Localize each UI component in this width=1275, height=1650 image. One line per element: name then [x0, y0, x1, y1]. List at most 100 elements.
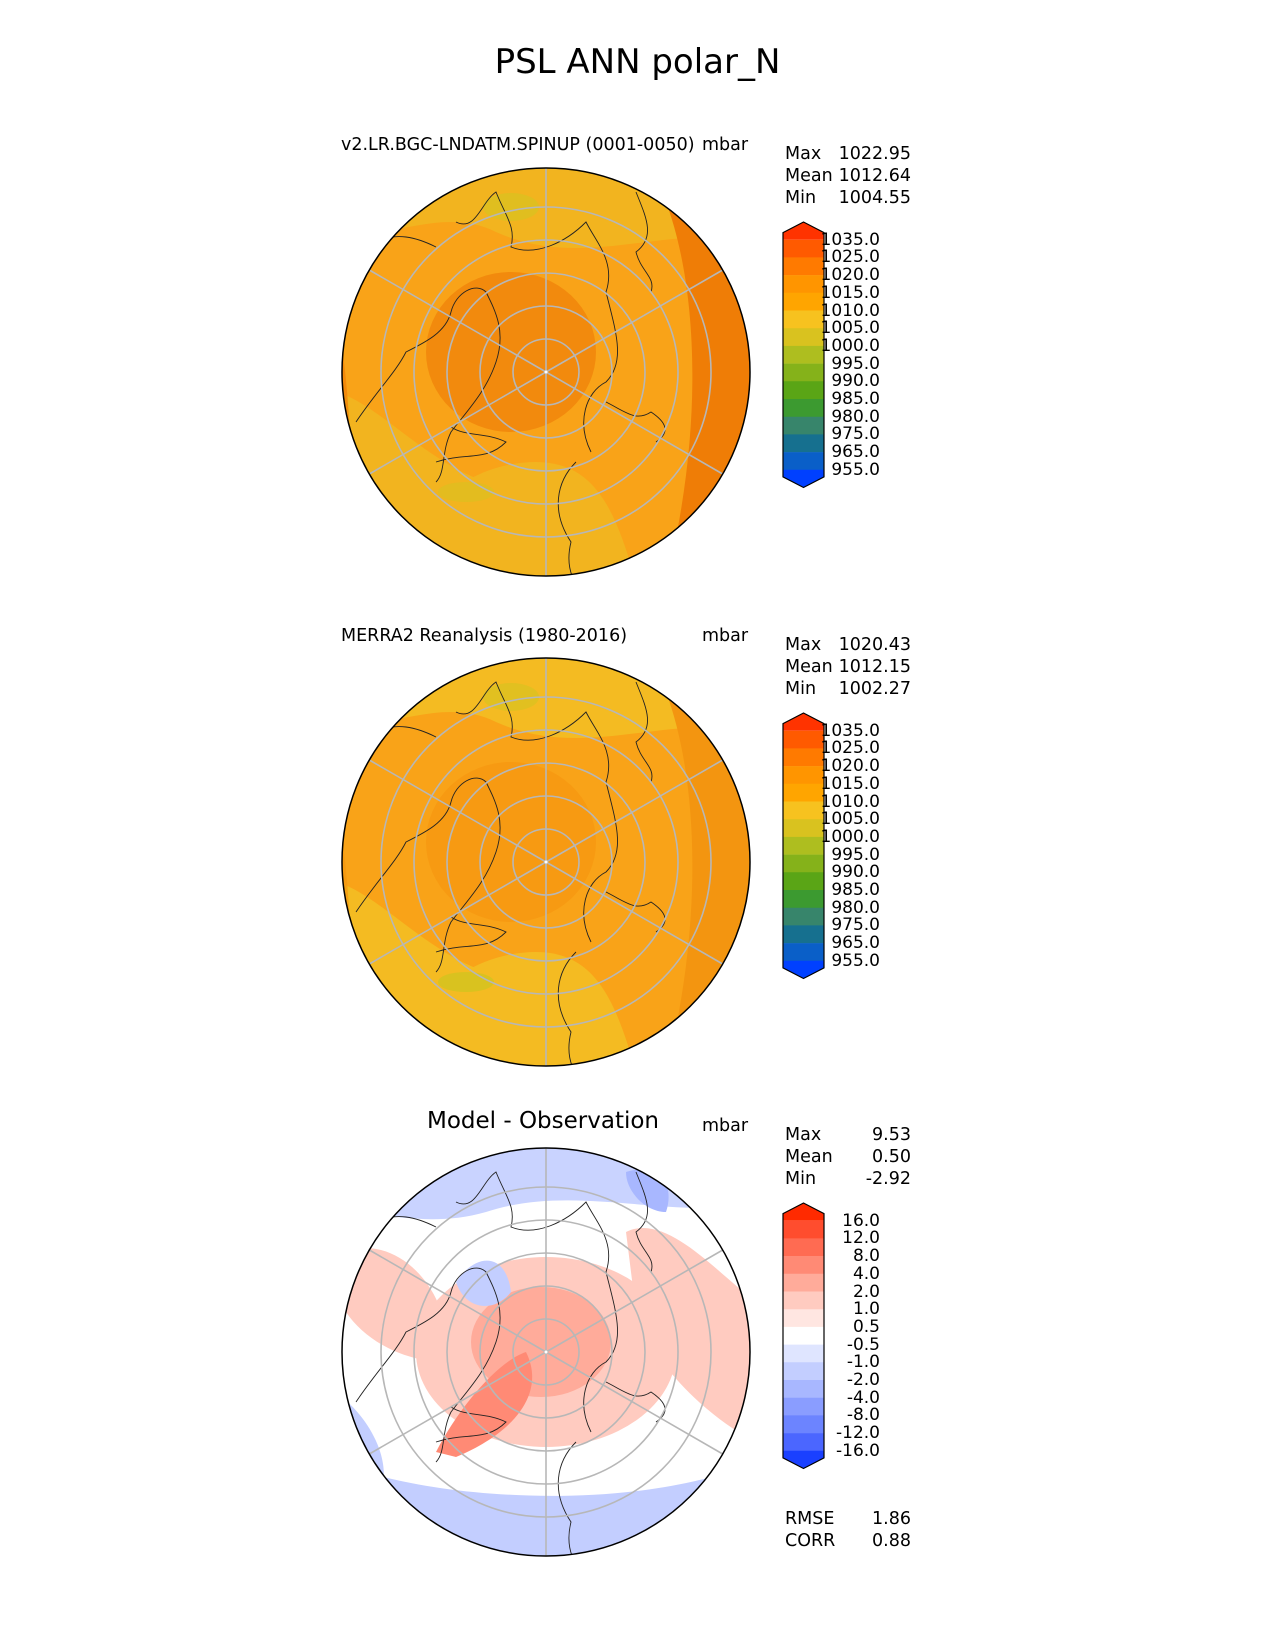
colorbar-tick-label: 980.0 — [831, 897, 880, 918]
colorbar-tick-label: 0.5 — [852, 1316, 880, 1337]
colorbar-segment — [783, 452, 824, 471]
stats-block: Max 1022.95 Mean 1012.64 Min 1004.55 — [785, 143, 911, 209]
colorbar-tick-label: 990.0 — [831, 371, 880, 392]
polar-map — [341, 657, 751, 1067]
meridian-line — [545, 269, 724, 373]
meridian-line — [545, 1249, 724, 1353]
coastline — [355, 681, 666, 1066]
colorbar-tick-label: 1010.0 — [820, 300, 880, 321]
colorbar-tick-label: 1010.0 — [820, 791, 880, 812]
colorbar — [782, 712, 825, 980]
stat-value: -2.92 — [865, 1169, 911, 1189]
colorbar-segment — [783, 1203, 824, 1221]
meridian-line — [368, 759, 547, 863]
colorbar-segment — [783, 381, 824, 400]
stat-label: Mean — [785, 1147, 833, 1167]
colorbar-segment — [783, 328, 824, 347]
meridian-line — [545, 371, 724, 475]
map-field — [436, 1352, 533, 1457]
colorbar-segment — [783, 766, 824, 785]
coastline-path — [605, 401, 666, 443]
stat-value: 1002.27 — [838, 679, 911, 699]
graticule — [368, 168, 724, 576]
polar-map — [341, 167, 751, 577]
colorbar-segment — [783, 345, 824, 364]
stat-value: 1012.15 — [838, 657, 911, 677]
colorbar-segment — [783, 1256, 824, 1275]
colorbar-segment — [783, 469, 824, 488]
colorbar-segment — [783, 907, 824, 926]
colorbar-segment — [783, 1450, 824, 1469]
colorbar-tick-label: 1035.0 — [820, 720, 880, 741]
colorbar-segment — [783, 1415, 824, 1434]
colorbar-segment — [783, 836, 824, 855]
colorbar-segment — [783, 310, 824, 329]
colorbar — [782, 221, 825, 489]
colorbar-segment — [783, 434, 824, 453]
stat-corr: CORR 0.88 — [785, 1530, 911, 1552]
colorbar-tick-label: 4.0 — [852, 1263, 880, 1284]
colorbar-segment — [783, 1344, 824, 1363]
stat-max: Max 1022.95 — [785, 143, 911, 165]
stat-min: Min 1004.55 — [785, 187, 911, 209]
stat-label: Mean — [785, 166, 833, 186]
map-boundary — [341, 1147, 751, 1557]
stat-label: Max — [785, 1125, 822, 1145]
colorbar-tick-label: 8.0 — [852, 1246, 880, 1267]
colorbar-segment — [783, 1309, 824, 1328]
colorbar-tick-label: 990.0 — [831, 862, 880, 883]
panel-units: mbar — [702, 135, 749, 155]
colorbar-outline — [782, 712, 825, 980]
colorbar-segment — [783, 399, 824, 417]
colorbar-segment — [783, 943, 824, 962]
map-field — [438, 972, 494, 992]
stat-label: RMSE — [785, 1509, 835, 1529]
stat-rmse: RMSE 1.86 — [785, 1508, 911, 1530]
colorbar-tick-label: -1.0 — [846, 1352, 880, 1373]
colorbar-segment — [783, 730, 824, 749]
colorbar-outline — [782, 1202, 825, 1470]
colorbar-segment — [783, 257, 824, 276]
colorbar-tick-label: 1000.0 — [820, 335, 880, 356]
meridian-line — [368, 861, 547, 965]
colorbar-tick-label: 955.0 — [831, 459, 880, 480]
colorbar-tick-label: 1025.0 — [820, 738, 880, 759]
colorbar-segment — [783, 819, 824, 838]
map-boundary — [341, 657, 751, 1067]
colorbar-segment — [783, 890, 824, 908]
colorbar-tick-label: 2.0 — [852, 1281, 880, 1302]
stat-label: Min — [785, 1169, 817, 1189]
colorbar-tick-label: 985.0 — [831, 389, 880, 409]
stat-label: Mean — [785, 657, 833, 677]
colorbar-segment — [783, 1220, 824, 1239]
colorbar-segment — [783, 925, 824, 944]
stat-mean: Mean 1012.64 — [785, 165, 911, 187]
north-pole-marker — [544, 1350, 548, 1354]
coastline-path — [355, 777, 501, 973]
colorbar-tick-label: 965.0 — [831, 442, 880, 463]
colorbar-segment — [783, 1238, 824, 1257]
colorbar-tick-label: 1035.0 — [820, 229, 880, 250]
colorbar-segment — [783, 1433, 824, 1452]
polar-map — [341, 1147, 751, 1557]
colorbar-segment — [783, 363, 824, 382]
stat-label: Min — [785, 188, 817, 208]
coastline-path — [455, 191, 618, 453]
colorbar-tick-label: 985.0 — [831, 880, 880, 900]
colorbar-tick-label: 12.0 — [842, 1228, 880, 1249]
colorbar-segment — [783, 1397, 824, 1416]
map-boundary — [341, 167, 751, 577]
colorbar-tick-label: -4.0 — [846, 1387, 880, 1408]
colorbar-tick-label: 995.0 — [831, 844, 880, 865]
colorbar-segment — [783, 1273, 824, 1292]
colorbar-segment — [783, 239, 824, 258]
colorbar-tick-label: 955.0 — [831, 950, 880, 971]
figure-title: PSL ANN polar_N — [494, 42, 781, 82]
stat-value: 0.50 — [872, 1147, 911, 1167]
coastline-path — [455, 1171, 618, 1433]
coastline-path — [635, 681, 653, 783]
colorbar-tick-label: -8.0 — [846, 1405, 880, 1426]
panel-title: Model - Observation — [426, 1108, 660, 1134]
stats-block: Max 9.53 Mean 0.50 Min -2.92 — [785, 1124, 911, 1190]
meridian-line — [368, 269, 547, 373]
